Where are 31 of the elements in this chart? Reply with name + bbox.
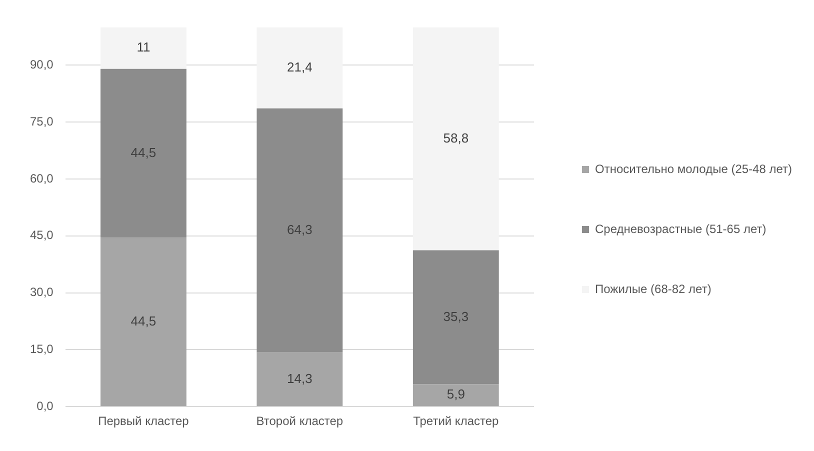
y-tick-label: 30,0 xyxy=(30,285,54,300)
y-tick-label: 90,0 xyxy=(30,57,54,72)
x-tick-label: Второй кластер xyxy=(256,414,344,428)
bar xyxy=(100,238,186,406)
bar xyxy=(100,27,186,69)
data-label: 64,3 xyxy=(287,222,312,237)
data-label: 11 xyxy=(136,40,150,55)
data-label: 35,3 xyxy=(443,308,469,324)
legend-label: Относительно молодые (25-48 лет) xyxy=(595,162,792,176)
y-tick-label: 15,0 xyxy=(30,342,54,356)
y-tick-label: 45,0 xyxy=(30,228,54,242)
legend-label: Пожилые (68-82 лет) xyxy=(595,282,712,296)
bar xyxy=(100,68,186,238)
data-label: 44,5 xyxy=(130,144,156,160)
data-label: 5,9 xyxy=(446,386,465,402)
bar xyxy=(412,250,499,384)
y-tick-label: 0,0 xyxy=(36,398,54,413)
data-label: 14,3 xyxy=(287,370,312,386)
x-tick-label: Первый кластер xyxy=(98,414,190,428)
data-label: 44,5 xyxy=(130,314,156,329)
bar xyxy=(256,352,343,406)
bar xyxy=(256,27,343,108)
y-tick-label: 60,0 xyxy=(30,171,54,186)
bar xyxy=(256,108,343,352)
data-label: 58,8 xyxy=(443,130,469,146)
legend-label: Средневозрастные (51-65 лет) xyxy=(595,222,766,236)
bar xyxy=(412,27,499,250)
data-label: 21,4 xyxy=(287,59,312,74)
x-tick-label: Третий кластер xyxy=(413,414,500,428)
bar xyxy=(412,384,499,406)
y-tick-label: 75,0 xyxy=(30,114,54,128)
